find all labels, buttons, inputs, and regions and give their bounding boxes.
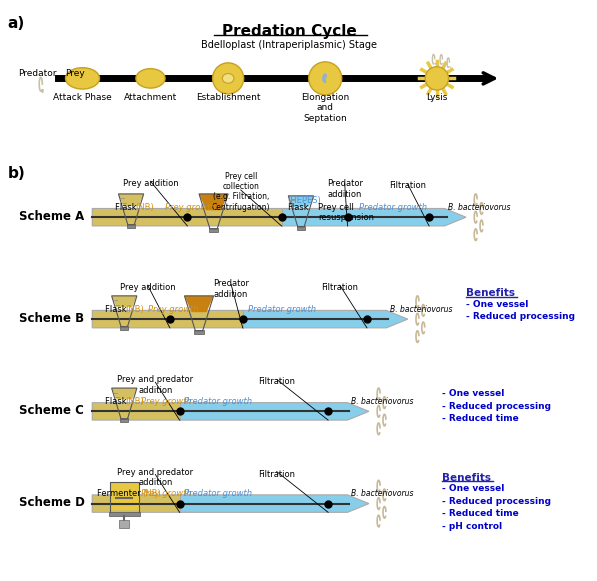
Text: (NB): (NB) bbox=[135, 203, 153, 211]
Text: b): b) bbox=[8, 166, 26, 181]
Text: Prey growth: Prey growth bbox=[141, 397, 192, 406]
Polygon shape bbox=[92, 209, 282, 226]
Bar bbox=[110, 482, 139, 510]
Bar bbox=[120, 418, 128, 422]
Text: (NB): (NB) bbox=[125, 397, 144, 406]
Text: Prey growth: Prey growth bbox=[141, 489, 192, 498]
Text: Prey and predator
addition: Prey and predator addition bbox=[117, 375, 193, 395]
Text: Prey addition: Prey addition bbox=[120, 283, 176, 292]
Polygon shape bbox=[112, 388, 137, 399]
Text: Predator growth: Predator growth bbox=[184, 397, 253, 406]
Text: - One vessel: - One vessel bbox=[466, 300, 528, 309]
Text: Predator
addition: Predator addition bbox=[327, 180, 362, 199]
Text: a): a) bbox=[8, 16, 25, 31]
Text: Prey growth: Prey growth bbox=[165, 203, 216, 211]
Text: - Reduced time: - Reduced time bbox=[442, 510, 518, 518]
Text: Attachment: Attachment bbox=[124, 93, 177, 102]
Text: Scheme D: Scheme D bbox=[20, 496, 85, 509]
Text: - Reduced processing: - Reduced processing bbox=[442, 497, 550, 506]
Text: Flask: Flask bbox=[115, 203, 139, 211]
Text: Prey cell
resuspension: Prey cell resuspension bbox=[318, 203, 374, 222]
Text: Lysis: Lysis bbox=[426, 93, 448, 102]
Text: - Reduced time: - Reduced time bbox=[442, 414, 518, 424]
Polygon shape bbox=[92, 403, 180, 420]
Text: B. bacteriovorus: B. bacteriovorus bbox=[448, 203, 511, 211]
Text: Prey and predator
addition: Prey and predator addition bbox=[117, 468, 193, 487]
Text: Predator: Predator bbox=[18, 69, 56, 78]
Polygon shape bbox=[180, 403, 369, 420]
Text: Elongation
and
Septation: Elongation and Septation bbox=[301, 93, 349, 123]
Bar bbox=[297, 226, 305, 230]
Bar bbox=[110, 482, 139, 513]
Circle shape bbox=[213, 63, 244, 94]
Text: Predator
addition: Predator addition bbox=[213, 279, 249, 299]
Ellipse shape bbox=[222, 74, 234, 83]
Text: Benefits: Benefits bbox=[442, 472, 491, 483]
Polygon shape bbox=[180, 495, 369, 512]
Text: (HEPES): (HEPES) bbox=[287, 196, 321, 205]
Bar bbox=[109, 512, 140, 516]
Polygon shape bbox=[92, 310, 243, 328]
Polygon shape bbox=[118, 194, 144, 206]
Text: Scheme B: Scheme B bbox=[20, 311, 85, 325]
Text: Prey cell
collection
(e.g. Filtration,
Centrifugation): Prey cell collection (e.g. Filtration, C… bbox=[211, 171, 270, 211]
Text: - One vessel: - One vessel bbox=[442, 484, 504, 493]
Text: Attack Phase: Attack Phase bbox=[53, 93, 112, 102]
Text: Prey growth: Prey growth bbox=[147, 304, 198, 314]
Text: Filtration: Filtration bbox=[321, 283, 358, 292]
Text: Filtration: Filtration bbox=[258, 469, 295, 479]
Polygon shape bbox=[199, 194, 228, 210]
Polygon shape bbox=[112, 296, 137, 307]
Text: Prey addition: Prey addition bbox=[122, 180, 179, 188]
Text: Establishment: Establishment bbox=[196, 93, 260, 102]
Text: - One vessel: - One vessel bbox=[442, 389, 504, 398]
Text: B. bacteriovorus: B. bacteriovorus bbox=[351, 397, 414, 406]
Text: - Reduced processing: - Reduced processing bbox=[466, 313, 575, 321]
Polygon shape bbox=[282, 209, 466, 226]
Ellipse shape bbox=[66, 68, 100, 89]
Ellipse shape bbox=[136, 69, 165, 88]
Circle shape bbox=[425, 67, 448, 90]
Bar bbox=[119, 520, 129, 528]
Text: Predator growth: Predator growth bbox=[248, 304, 316, 314]
Polygon shape bbox=[184, 296, 214, 312]
Text: Flask: Flask bbox=[105, 304, 129, 314]
Text: Predation Cycle: Predation Cycle bbox=[222, 24, 356, 39]
Bar bbox=[127, 224, 135, 228]
Text: Predator growth: Predator growth bbox=[359, 203, 427, 211]
Polygon shape bbox=[243, 310, 408, 328]
Text: Prey: Prey bbox=[65, 69, 85, 78]
Text: - Reduced processing: - Reduced processing bbox=[442, 401, 550, 411]
Text: Filtration: Filtration bbox=[258, 378, 295, 386]
Text: (NB): (NB) bbox=[125, 304, 144, 314]
Polygon shape bbox=[92, 495, 180, 512]
Circle shape bbox=[309, 62, 341, 95]
Text: Filtration: Filtration bbox=[389, 181, 426, 191]
Bar bbox=[209, 228, 218, 232]
Text: Flask: Flask bbox=[105, 397, 129, 406]
Text: Flask: Flask bbox=[287, 203, 309, 211]
Text: Benefits: Benefits bbox=[466, 288, 515, 298]
Text: - pH control: - pH control bbox=[442, 522, 502, 531]
Text: Bdelloplast (Intraperiplasmic) Stage: Bdelloplast (Intraperiplasmic) Stage bbox=[201, 40, 377, 49]
Text: B. bacteriovorus: B. bacteriovorus bbox=[390, 304, 453, 314]
Text: Scheme C: Scheme C bbox=[20, 404, 84, 417]
Text: Predator growth: Predator growth bbox=[184, 489, 253, 498]
Text: Fermenter: Fermenter bbox=[97, 489, 143, 498]
Bar bbox=[120, 326, 128, 330]
Text: (NB): (NB) bbox=[143, 489, 161, 498]
Polygon shape bbox=[288, 196, 313, 207]
Text: Scheme A: Scheme A bbox=[20, 210, 85, 223]
Text: B. bacteriovorus: B. bacteriovorus bbox=[351, 489, 414, 498]
Bar bbox=[195, 330, 204, 333]
